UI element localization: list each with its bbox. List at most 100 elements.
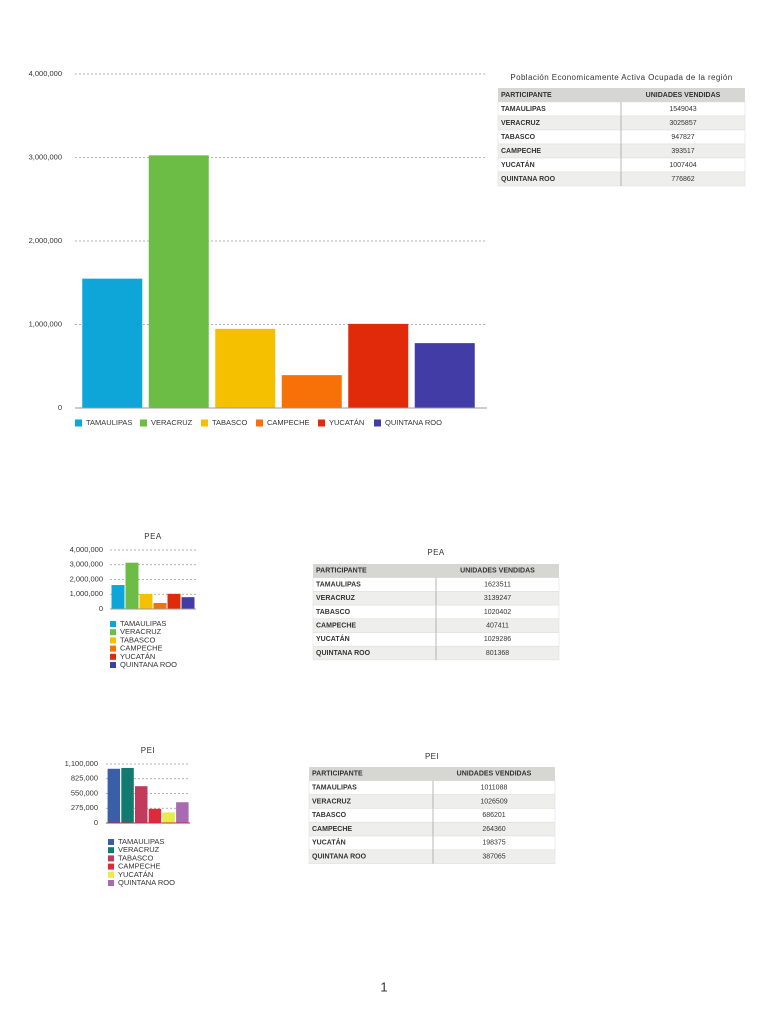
legend-swatch (140, 419, 147, 427)
cell: 1549043 (669, 106, 696, 113)
cell: 3139247 (484, 595, 511, 602)
legend-label: QUINTANA ROO (385, 418, 442, 427)
cell: 407411 (486, 622, 509, 629)
cell: CAMPECHE (316, 622, 356, 629)
cell: 264360 (482, 826, 505, 833)
cell: VERACRUZ (501, 120, 541, 127)
table-title: PEI (425, 752, 439, 761)
legend-label: TABASCO (212, 418, 247, 427)
table-title: Población Economicamente Activa Ocupada … (510, 73, 732, 82)
y-tick-label: 0 (99, 604, 103, 613)
header-cell: UNIDADES VENDIDAS (460, 568, 535, 575)
legend-label: TABASCO (118, 853, 153, 862)
table-row (497, 171, 746, 187)
legend-label: TAMAULIPAS (86, 418, 132, 427)
y-tick-label: 2,000,000 (70, 574, 103, 583)
table-row (497, 157, 746, 173)
cell: 801368 (486, 650, 509, 657)
bar (148, 808, 162, 823)
legend-swatch (108, 863, 114, 870)
legend-label: YUCATÁN (329, 418, 364, 427)
legend-label: VERACRUZ (120, 627, 162, 636)
bar (215, 328, 276, 408)
cell: CAMPECHE (501, 148, 541, 155)
y-tick-label: 0 (94, 818, 98, 827)
y-tick-label: 4,000,000 (70, 545, 103, 554)
legend-swatch (110, 637, 116, 644)
y-tick-label: 3,000,000 (29, 152, 62, 161)
y-tick-label: 275,000 (71, 803, 98, 812)
bar (82, 278, 143, 408)
y-tick-label: 550,000 (71, 788, 98, 797)
legend-swatch (108, 839, 114, 845)
cell: QUINTANA ROO (312, 854, 367, 861)
cell: QUINTANA ROO (501, 176, 556, 183)
legend-label: VERACRUZ (151, 418, 193, 427)
cell: YUCATÁN (316, 634, 350, 643)
legend-swatch (108, 847, 114, 854)
cell: TABASCO (316, 609, 351, 616)
cell: TAMAULIPAS (312, 785, 357, 792)
legend-label: QUINTANA ROO (120, 660, 177, 669)
page-number: 1 (380, 979, 387, 994)
cell: 393517 (671, 148, 694, 155)
y-tick-label: 1,100,000 (65, 759, 98, 768)
legend-label: TAMAULIPAS (118, 837, 164, 846)
legend-swatch (318, 419, 325, 427)
legend-label: YUCATÁN (120, 652, 155, 661)
header-cell: PARTICIPANTE (312, 771, 363, 778)
bar (348, 323, 409, 408)
header-cell: PARTICIPANTE (501, 92, 552, 99)
cell: 1011088 (481, 785, 508, 792)
legend-swatch (374, 419, 381, 427)
table-row (308, 835, 556, 851)
bar (181, 597, 195, 609)
legend-swatch (108, 871, 114, 878)
header-cell: PARTICIPANTE (316, 568, 367, 575)
legend-swatch (110, 662, 116, 668)
legend-label: CAMPECHE (267, 418, 310, 427)
legend-label: CAMPECHE (118, 862, 161, 871)
cell: 776862 (671, 176, 694, 183)
legend-swatch (75, 419, 82, 427)
bar (111, 585, 125, 609)
cell: VERACRUZ (316, 595, 356, 602)
legend-swatch (110, 653, 116, 660)
bar (162, 812, 175, 823)
cell: TAMAULIPAS (316, 581, 361, 588)
cell: QUINTANA ROO (316, 650, 371, 657)
cell: YUCATÁN (312, 838, 346, 847)
y-tick-label: 3,000,000 (70, 560, 103, 569)
cell: TAMAULIPAS (501, 106, 546, 113)
cell: 947827 (671, 134, 694, 141)
cell: 686201 (482, 812, 505, 819)
cell: TABASCO (312, 812, 347, 819)
cell: 1026509 (480, 798, 507, 805)
legend-label: YUCATÁN (118, 870, 153, 879)
bar (107, 768, 121, 823)
bar (281, 375, 342, 408)
bar (125, 562, 139, 609)
y-tick-label: 2,000,000 (29, 236, 62, 245)
legend-swatch (108, 855, 114, 862)
legend-label: QUINTANA ROO (118, 878, 175, 887)
table-header (313, 564, 559, 578)
legend-label: VERACRUZ (118, 845, 160, 854)
chart-title: PEI (141, 746, 155, 755)
y-tick-label: 1,000,000 (70, 589, 103, 598)
legend-swatch (110, 629, 116, 636)
cell: 1029286 (484, 636, 511, 643)
header-cell: UNIDADES VENDIDAS (646, 92, 721, 99)
bar (148, 155, 209, 408)
legend-swatch (110, 645, 116, 652)
table-title: PEA (427, 548, 444, 557)
cell: VERACRUZ (312, 798, 352, 805)
legend-label: TAMAULIPAS (120, 619, 166, 628)
cell: 3025857 (669, 120, 696, 127)
legend-swatch (108, 880, 114, 886)
cell: 387065 (482, 854, 505, 861)
bar (139, 593, 153, 609)
legend-label: TABASCO (120, 635, 155, 644)
bar (167, 593, 181, 609)
cell: YUCATÁN (501, 160, 535, 169)
